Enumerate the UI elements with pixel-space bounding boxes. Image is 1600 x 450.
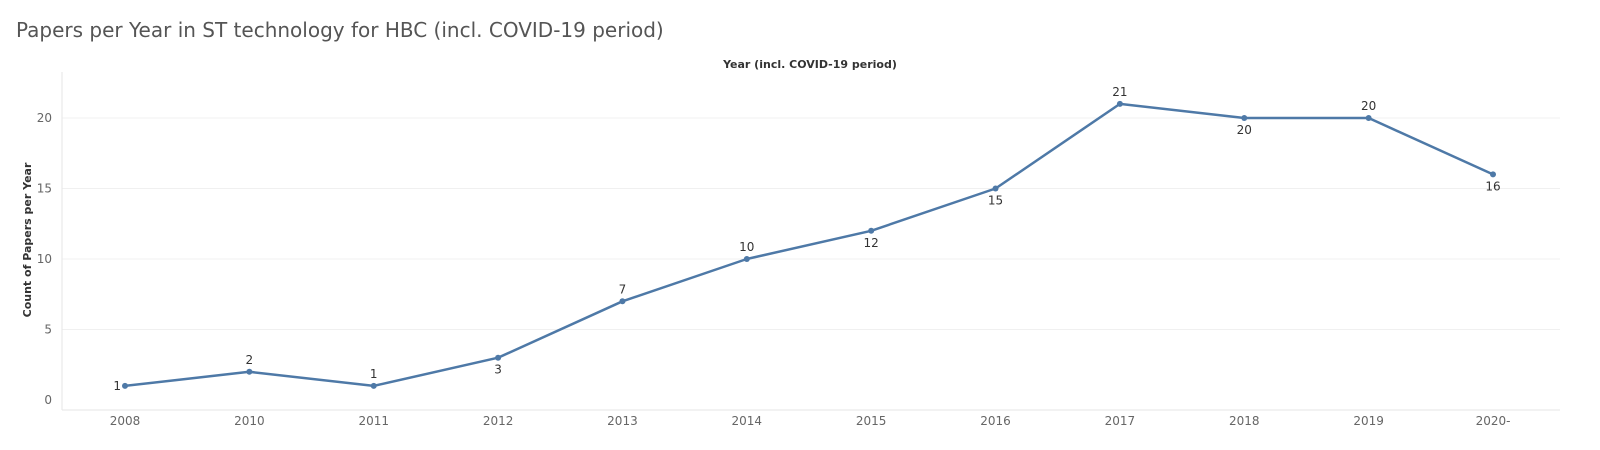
y-tick-label: 15 [37, 182, 52, 196]
data-label: 3 [494, 363, 502, 377]
chart-title: Papers per Year in ST technology for HBC… [16, 18, 664, 42]
x-tick-label: 2018 [1229, 414, 1260, 428]
gridlines [62, 117, 1560, 330]
y-tick-label: 10 [37, 252, 52, 266]
data-point[interactable] [370, 382, 377, 389]
x-tick-label: 2014 [732, 414, 763, 428]
data-label: 1 [370, 367, 378, 381]
x-tick-label: 2008 [110, 414, 141, 428]
x-axis-title: Year (incl. COVID-19 period) [722, 58, 897, 71]
data-point[interactable] [619, 298, 626, 305]
data-label: 10 [739, 240, 754, 254]
data-point[interactable] [1490, 171, 1496, 178]
data-label: 1 [113, 379, 121, 393]
data-label: 7 [619, 282, 627, 296]
data-point[interactable] [495, 354, 502, 361]
data-label: 21 [1112, 85, 1127, 99]
series-line [124, 102, 1494, 388]
data-point[interactable] [992, 185, 999, 192]
y-tick-label: 5 [44, 323, 52, 337]
data-points [122, 100, 1496, 389]
data-label: 12 [864, 236, 879, 250]
y-tick-labels: 0 5 10 15 20 [37, 111, 52, 407]
data-label: 16 [1485, 179, 1500, 193]
data-point[interactable] [868, 227, 875, 234]
x-tick-labels: 2008 2010 2011 2012 2013 2014 2015 2016 2017 2018… [110, 414, 1511, 428]
data-point[interactable] [1241, 115, 1248, 121]
data-point[interactable] [1116, 100, 1123, 107]
x-tick-label: 2016 [980, 414, 1011, 428]
x-tick-label: 2015 [856, 414, 887, 428]
data-label: 20 [1237, 123, 1252, 137]
data-point[interactable] [122, 382, 128, 389]
y-tick-label: 0 [44, 393, 52, 407]
data-point[interactable] [246, 368, 253, 375]
data-label: 15 [988, 194, 1003, 208]
data-label: 20 [1361, 99, 1376, 113]
data-label: 2 [246, 353, 254, 367]
data-point[interactable] [743, 256, 750, 262]
y-axis-title: Count of Papers per Year [21, 162, 34, 317]
x-tick-label: 2010 [234, 414, 265, 428]
x-tick-label: 2017 [1105, 414, 1136, 428]
x-tick-label: 2012 [483, 414, 514, 428]
data-point[interactable] [1365, 115, 1372, 121]
x-tick-label: 2019 [1353, 414, 1384, 428]
x-tick-label: 2011 [358, 414, 389, 428]
x-tick-label: 2020- [1476, 414, 1511, 428]
x-tick-label: 2013 [607, 414, 638, 428]
y-tick-label: 20 [37, 111, 52, 125]
